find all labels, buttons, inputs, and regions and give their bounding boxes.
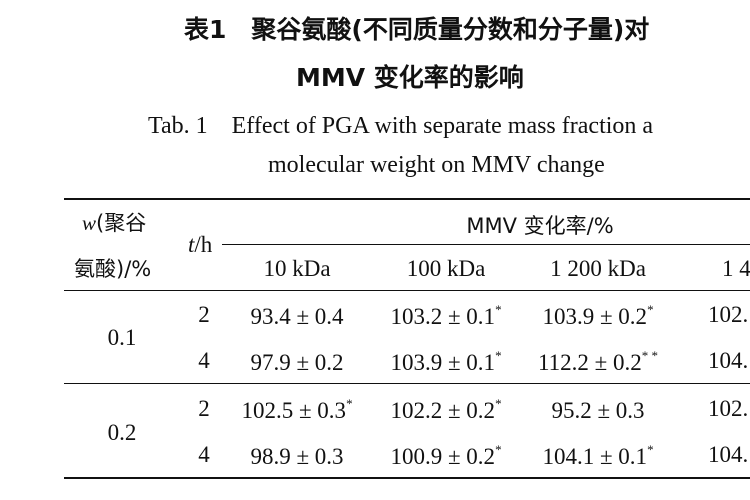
row-group-rule <box>64 383 750 384</box>
table-cell: 112.2 ± 0.2* * <box>537 348 659 375</box>
w-value-row-group-1: 0.1 <box>107 325 137 350</box>
table-cell: 98.9 ± 0.3 <box>250 444 344 469</box>
w-value-row-group-2: 0.2 <box>107 420 137 445</box>
t-symbol: t <box>188 232 195 257</box>
t-value: 4 <box>198 442 210 467</box>
table-cell: 93.4 ± 0.4 <box>250 304 344 329</box>
table-cell: 103.2 ± 0.1* <box>390 302 502 329</box>
table-cell: 102.5 ± 0.3* <box>241 396 353 423</box>
t-value: 2 <box>198 396 210 421</box>
w-column-header: w(聚谷 <box>82 207 146 237</box>
col-header-truncated: 1 4 <box>722 256 750 281</box>
col-header-100kda: 100 kDa <box>406 256 486 281</box>
table-caption-cn-line1: 表1 聚谷氨酸(不同质量分数和分子量)对 <box>184 15 650 44</box>
table-cell: 104.1 ± 0.1* <box>542 442 654 469</box>
table-cell: 95.2 ± 0.3 <box>551 398 645 423</box>
table-bottom-rule <box>64 477 750 479</box>
w-column-header-line2: 氨酸)/% <box>74 257 152 281</box>
table-cell: 102. <box>708 302 749 327</box>
table-cell: 104. <box>708 442 749 467</box>
col-header-1200kda: 1 200 kDa <box>550 256 646 281</box>
t-column-header: t/h <box>188 232 212 258</box>
table-cell: 102.2 ± 0.2* <box>390 396 502 423</box>
w-symbol: w <box>82 211 97 235</box>
table-cell: 102. <box>708 396 749 421</box>
table-cell: 103.9 ± 0.2* <box>542 302 654 329</box>
table-caption-cn-line2: MMV 变化率的影响 <box>296 63 524 92</box>
t-value: 4 <box>198 348 210 373</box>
group-header-mmv: MMV 变化率/% <box>466 214 614 238</box>
table-cell: 100.9 ± 0.2* <box>390 442 502 469</box>
table-caption-en-line2: molecular weight on MMV change <box>268 152 605 178</box>
table-top-rule <box>64 198 750 200</box>
col-header-10kda: 10 kDa <box>263 256 331 281</box>
w-label-part1: (聚谷 <box>96 211 147 235</box>
table-cell: 103.9 ± 0.1* <box>390 348 502 375</box>
group-header-rule <box>222 244 750 245</box>
t-value: 2 <box>198 302 210 327</box>
table-cell: 104. <box>708 348 749 373</box>
t-unit: /h <box>194 232 213 257</box>
header-bottom-rule <box>64 290 750 291</box>
table-caption-en-line1: Tab. 1 Effect of PGA with separate mass … <box>148 113 654 139</box>
table-cell: 97.9 ± 0.2 <box>250 350 344 375</box>
